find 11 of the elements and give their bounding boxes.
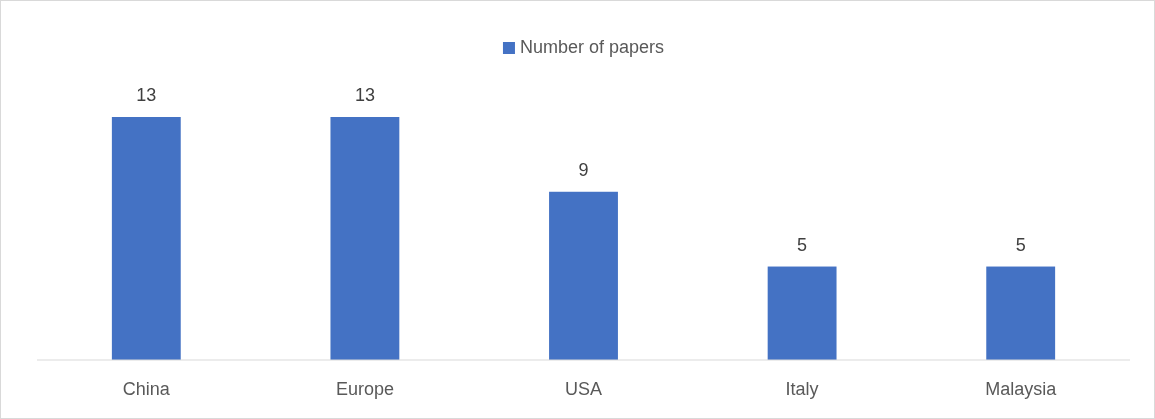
x-tick-label: China xyxy=(122,378,171,399)
data-label: 5 xyxy=(797,234,808,255)
x-tick-label: USA xyxy=(564,378,603,399)
data-label: 13 xyxy=(354,85,375,105)
data-label: 13 xyxy=(136,85,157,105)
x-tick-label: Italy xyxy=(785,378,819,399)
x-tick-label: Europe xyxy=(335,378,394,399)
x-tick-label: Malaysia xyxy=(985,378,1058,399)
legend-label: Number of papers xyxy=(519,37,665,57)
data-label: 9 xyxy=(578,159,589,180)
data-label: 5 xyxy=(1015,234,1026,255)
